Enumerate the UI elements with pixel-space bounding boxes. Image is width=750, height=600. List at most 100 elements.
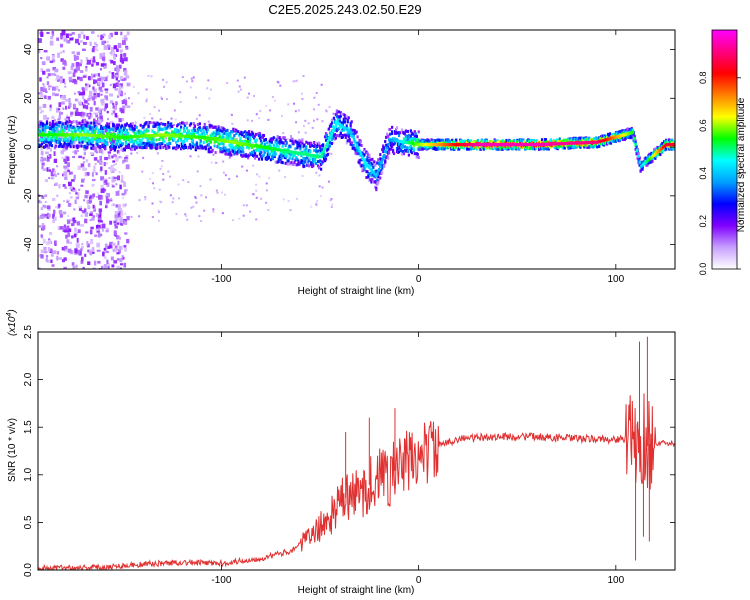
spectrogram-cell [100, 35, 103, 41]
spectrogram-cell [330, 129, 334, 133]
spectrogram-cell [228, 156, 231, 159]
spectrogram-cell [92, 147, 95, 151]
spectrogram-cell [147, 139, 150, 143]
spectrogram-cell [226, 152, 229, 156]
spectrogram-cell [64, 248, 68, 252]
spectrogram-cell [118, 64, 122, 69]
spectrogram-cell [109, 220, 113, 225]
spectrogram-cell [558, 142, 561, 146]
spectrogram-cell [62, 78, 65, 83]
spectrogram-cell [143, 116, 146, 119]
spectrogram-cell [54, 93, 59, 97]
spectrogram-cell [81, 242, 84, 246]
spectrogram-cell [107, 44, 110, 48]
spectrogram-cell [124, 212, 127, 215]
spectrogram-cell [56, 79, 60, 82]
spectrogram-cell [82, 115, 85, 118]
spectrogram-cell [373, 172, 376, 176]
spectrogram-cell [47, 73, 51, 77]
spectrogram-cell [92, 46, 97, 50]
spectrogram-cell [518, 143, 521, 147]
spectrogram-cell [287, 103, 290, 106]
spectrogram-cell [249, 210, 252, 213]
spectrogram-cell [121, 37, 126, 40]
spectrogram-cell [41, 162, 45, 166]
spectrogram-cell [351, 134, 354, 138]
spectrogram-cell [409, 144, 412, 148]
spectrogram-cell [383, 164, 386, 168]
spectrogram-cell [413, 130, 416, 134]
spectrogram-cell [77, 111, 81, 116]
spectrogram-cell [46, 205, 51, 210]
spectrogram-cell [96, 123, 99, 126]
spectrogram-cell [73, 174, 76, 180]
spectrogram-cell [219, 128, 222, 132]
spectrogram-cell [86, 59, 91, 65]
spectrogram-cell [225, 139, 229, 143]
spectrogram-cell [121, 118, 125, 122]
spectrogram-cell [308, 164, 311, 168]
spectrogram-cell [251, 119, 254, 122]
spectrogram-cell [179, 122, 182, 126]
spectrogram-cell [102, 251, 105, 257]
spectrogram-cell [78, 140, 81, 144]
spectrogram-cell [117, 128, 121, 132]
spectrogram-cell [157, 219, 160, 222]
spectrogram-cell [161, 127, 164, 131]
spectrogram-cell [41, 250, 45, 253]
spectrogram-cell [83, 199, 86, 202]
spectrogram-cell [404, 129, 408, 133]
spectrogram-cell [501, 143, 505, 147]
spectrogram-cell [343, 133, 346, 137]
spectrogram-cell [503, 143, 506, 147]
spectrogram-cell [105, 196, 109, 200]
spectrogram-cell [198, 114, 201, 117]
spectrogram-cell [72, 219, 77, 224]
spectrogram-cell [71, 131, 74, 135]
spectrogram-cell [109, 93, 113, 97]
spectrogram-cell [186, 218, 189, 221]
spectrogram-cell [48, 143, 52, 147]
spectrogram-cell [90, 121, 93, 125]
spectrogram-cell [268, 177, 271, 180]
spectrogram-cell [96, 195, 99, 198]
spectrogram-cell [76, 150, 79, 153]
spectrogram-cell [334, 136, 338, 140]
spectrogram-cell [92, 215, 95, 218]
spectrogram-cell [391, 125, 394, 129]
spectrogram-cell [526, 143, 530, 147]
spectrogram-cell [48, 123, 52, 127]
spectrogram-cell [493, 146, 496, 150]
spectrogram-cell [91, 139, 94, 143]
spectrogram-cell [203, 136, 207, 140]
spectrogram-cell [99, 145, 102, 149]
spectrogram-cell [123, 189, 127, 195]
spectrogram-cell [347, 135, 350, 139]
spectrogram-cell [372, 165, 375, 169]
spectrogram-cell [47, 155, 50, 158]
spectrogram-cell [66, 219, 71, 224]
spectrogram-cell [349, 131, 353, 135]
spectrogram-cell [106, 110, 109, 114]
spectrogram-cell [63, 123, 68, 127]
spectrogram-cell [301, 141, 304, 145]
spectrogram-cell [62, 259, 66, 263]
spectrogram-cell [83, 149, 86, 152]
spectrogram-cell [42, 85, 45, 88]
spectrogram-cell [111, 204, 114, 207]
spectrogram-cell [75, 123, 78, 126]
spectrogram-cell [248, 146, 251, 150]
spectrogram-cell [224, 129, 227, 133]
spectrogram-cell [268, 152, 271, 156]
spectrogram-cell [109, 83, 112, 86]
spectrogram-cell [265, 146, 269, 150]
spectrogram-cell [38, 133, 41, 137]
spectrogram-cell [71, 135, 74, 139]
spectrogram-cell [612, 139, 616, 143]
spectrogram-cell [371, 177, 374, 181]
spectrogram-cell [216, 191, 219, 194]
spectrogram-cell [278, 136, 281, 140]
spectrogram-cell [521, 143, 524, 147]
spectrogram-cell [80, 246, 84, 249]
